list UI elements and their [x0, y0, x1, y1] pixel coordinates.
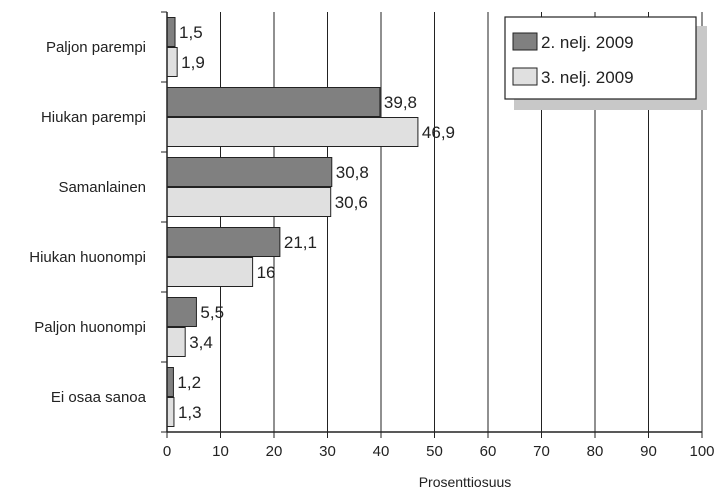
value-label-series-1-5: 1,2 — [177, 373, 201, 392]
bar-series-2-1 — [166, 117, 419, 147]
bar-series-1-0 — [166, 17, 176, 47]
bar-series-1-1 — [166, 87, 381, 117]
x-tick-label-80: 80 — [587, 443, 604, 460]
bar-series-1-4 — [166, 297, 197, 327]
legend-label-series-2: 3. nelj. 2009 — [541, 68, 634, 87]
x-tick-label-20: 20 — [266, 443, 283, 460]
x-tick-label-70: 70 — [533, 443, 550, 460]
bar-series-2-3 — [166, 257, 254, 287]
x-tick-label-50: 50 — [426, 443, 443, 460]
axes — [166, 12, 702, 433]
category-label-3: Hiukan huonompi — [29, 249, 146, 266]
bar-series-2-5 — [166, 397, 175, 427]
x-tick-label-30: 30 — [319, 443, 336, 460]
bar-series-1-3 — [166, 227, 281, 257]
value-label-series-2-4: 3,4 — [189, 333, 213, 352]
value-label-series-2-0: 1,9 — [181, 53, 205, 72]
category-label-1: Hiukan parempi — [41, 109, 146, 126]
x-tick-label-10: 10 — [212, 443, 229, 460]
bar-series-2-4 — [166, 327, 186, 357]
category-label-0: Paljon parempi — [46, 39, 146, 56]
x-tick-label-60: 60 — [480, 443, 497, 460]
x-tick-label-40: 40 — [373, 443, 390, 460]
legend: 2. nelj. 2009 3. nelj. 2009 — [504, 16, 707, 110]
labels: 0 10 20 30 40 50 60 70 80 90 100 Paljon parempi Hiuk… — [29, 23, 714, 460]
value-label-series-2-3: 16 — [257, 263, 276, 282]
legend-swatch-series-2 — [512, 67, 538, 86]
value-label-series-1-3: 21,1 — [284, 233, 317, 252]
value-label-series-2-1: 46,9 — [422, 123, 455, 142]
bar-series-1-2 — [166, 157, 333, 187]
bar-series-1-5 — [166, 367, 174, 397]
category-label-2: Samanlainen — [58, 179, 146, 196]
x-tick-label-0: 0 — [163, 443, 171, 460]
x-tick-label-100: 100 — [689, 443, 714, 460]
legend-swatch-series-1 — [512, 32, 538, 51]
value-label-series-1-4: 5,5 — [200, 303, 224, 322]
legend-label-series-1: 2. nelj. 2009 — [541, 33, 634, 52]
category-label-5: Ei osaa sanoa — [51, 389, 147, 406]
value-label-series-2-5: 1,3 — [178, 403, 202, 422]
value-label-series-2-2: 30,6 — [335, 193, 368, 212]
value-label-series-1-1: 39,8 — [384, 93, 417, 112]
bar-series-2-2 — [166, 187, 332, 217]
bar-series-2-0 — [166, 47, 178, 77]
x-tick-label-90: 90 — [640, 443, 657, 460]
bars — [166, 17, 419, 427]
category-label-4: Paljon huonompi — [34, 319, 146, 336]
value-label-series-1-2: 30,8 — [336, 163, 369, 182]
value-label-series-1-0: 1,5 — [179, 23, 203, 42]
x-axis-title: Prosenttiosuus — [419, 474, 512, 490]
